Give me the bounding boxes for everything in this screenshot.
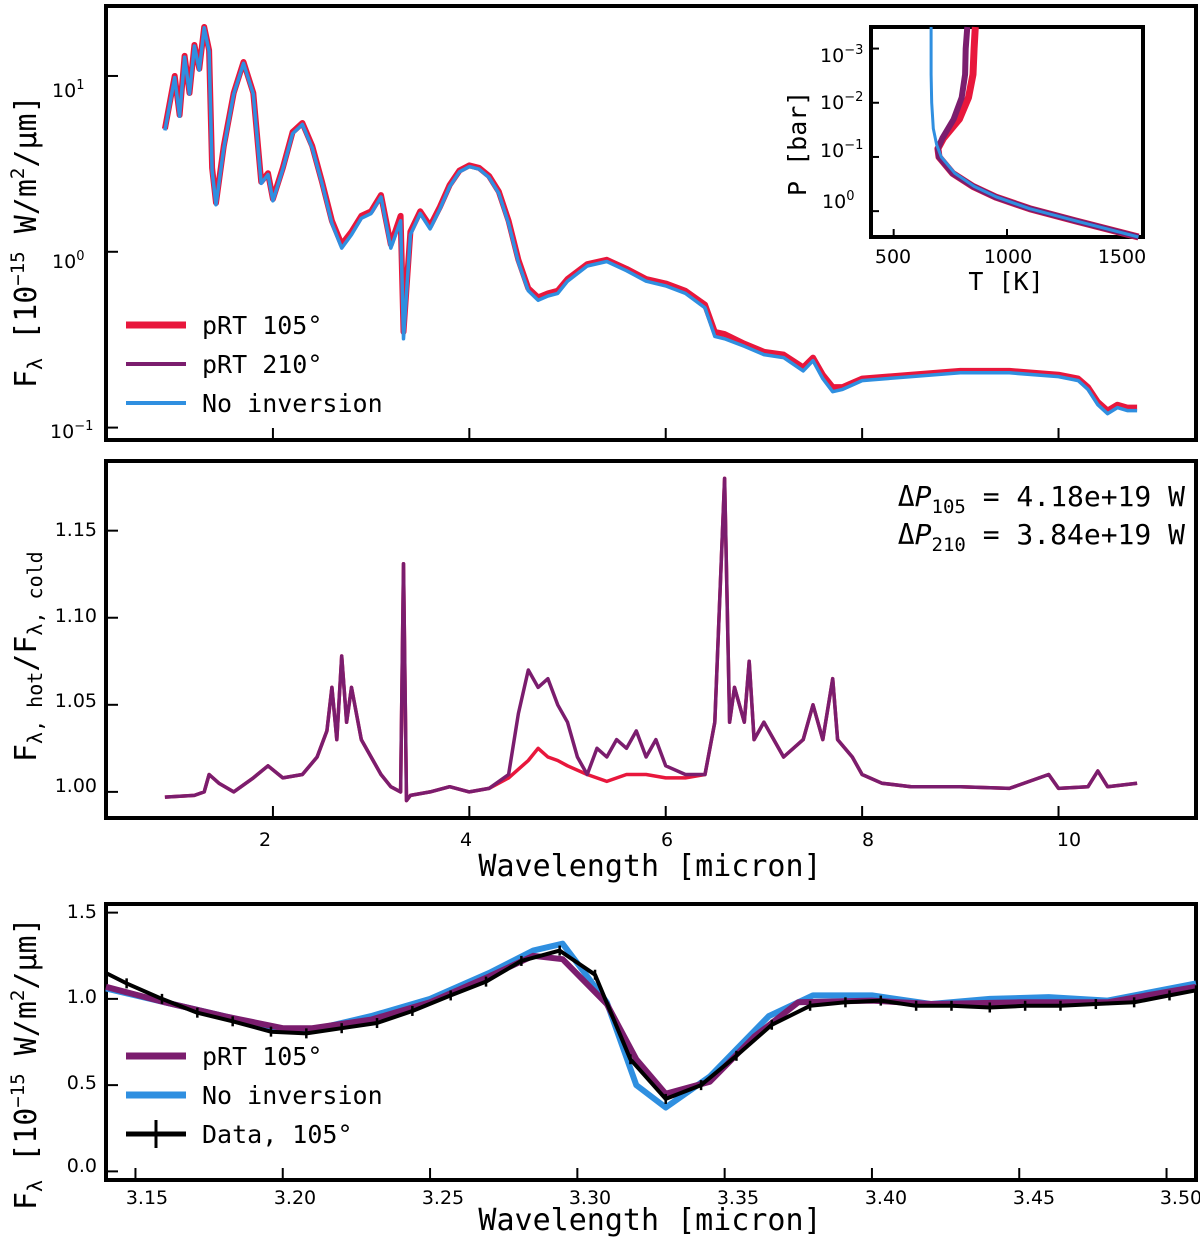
inset-frame	[869, 25, 1145, 239]
ratio-ytick-label: 1.10	[55, 605, 97, 627]
pt-inset: 10−3 10−2 10−1 100 500 1000 1500 T [K] P…	[783, 25, 1146, 296]
ratio-ytick-label: 1.05	[55, 690, 97, 712]
zoom-prt-105-line	[105, 952, 1197, 1097]
spectrum-legend: pRT 105° pRT 210° No inversion	[126, 311, 383, 418]
series-no-inversion-line	[163, 26, 1138, 416]
legend-label: pRT 105°	[202, 311, 322, 340]
inset-xtick-label: 1500	[1098, 246, 1146, 268]
zoom-ytick-label: 0.5	[67, 1072, 97, 1094]
delta-p-105-annotation: ΔP105 = 4.18e+19 W	[898, 480, 1185, 518]
ratio-ticks	[106, 529, 1060, 818]
zoom-xlabel: Wavelength [micron]	[478, 1203, 821, 1238]
ratio-xtick-label: 2	[259, 829, 271, 851]
zoom-xtick-label: 3.40	[865, 1187, 907, 1209]
zoom-frame	[104, 902, 1198, 1182]
legend-label: Data, 105°	[202, 1120, 353, 1149]
inset-xlabel: T [K]	[968, 267, 1043, 296]
ratio-xtick-label: 8	[862, 829, 874, 851]
zoom-legend: pRT 105° No inversion Data, 105°	[126, 1042, 383, 1149]
zoom-xtick-label: 3.20	[274, 1187, 316, 1209]
zoom-ticks	[106, 911, 1168, 1180]
zoom-xtick-label: 3.45	[1013, 1187, 1055, 1209]
zoom-xtick-label: 3.30	[569, 1187, 611, 1209]
inset-ytick-label: 10−3	[820, 43, 863, 67]
zoom-xtick-label: 3.50	[1160, 1187, 1200, 1209]
spectrum-ytick-label: 101	[52, 78, 84, 102]
inset-xtick-label: 1000	[984, 246, 1032, 268]
zoom-xtick-label: 3.15	[126, 1187, 168, 1209]
zoom-ylabel: Fλ [10−15 W/m2/μm]	[7, 917, 47, 1210]
inset-ytick-label: 10−1	[820, 138, 863, 162]
panel-spectrum: 10−1 100 101 Fλ [10−15 W/m2/μm] pRT 105°…	[7, 4, 1198, 443]
ratio-xtick-label: 10	[1057, 829, 1081, 851]
spectrum-frame	[104, 4, 1198, 442]
panel-zoom: 0.0 0.5 1.0 1.5 3.15 3.20 3.25 3.30 3.35…	[7, 901, 1200, 1238]
ratio-xtick-label: 6	[661, 829, 673, 851]
legend-label: pRT 105°	[202, 1042, 322, 1071]
inset-lines	[929, 26, 1140, 241]
legend-label: No inversion	[202, 1081, 383, 1110]
spectrum-ytick-label: 100	[52, 249, 84, 273]
ratio-lines	[164, 476, 1138, 803]
spectrum-ylabel: Fλ [10−15 W/m2/μm]	[7, 95, 47, 388]
legend-label: No inversion	[202, 389, 383, 418]
inset-ytick-label: 100	[822, 189, 854, 213]
delta-p-210-annotation: ΔP210 = 3.84e+19 W	[898, 518, 1185, 556]
spectrum-ytick-label: 10−1	[50, 419, 93, 443]
ratio-ytick-label: 1.00	[55, 775, 97, 797]
zoom-data-line	[105, 948, 1197, 1101]
panel-ratio: 1.00 1.05 1.10 1.15 2 4 6 8 10 Wavelengt…	[9, 459, 1198, 884]
inset-ylabel: P [bar]	[783, 91, 812, 196]
zoom-lines	[104, 940, 1198, 1111]
inset-ytick-label: 10−2	[820, 90, 863, 114]
spectrum-lines	[161, 24, 1138, 416]
inset-xtick-label: 500	[875, 246, 911, 268]
zoom-xtick-label: 3.35	[717, 1187, 759, 1209]
zoom-ytick-label: 0.0	[67, 1155, 97, 1177]
zoom-ytick-label: 1.5	[67, 901, 97, 923]
spectrum-ticks	[106, 74, 1060, 440]
ratio-prt-210-line	[164, 476, 1138, 803]
zoom-ytick-label: 1.0	[67, 986, 97, 1008]
ratio-ylabel: Fλ, hot/Fλ, cold	[9, 551, 47, 762]
ratio-xtick-label: 4	[460, 829, 472, 851]
inset-no-inversion-line	[929, 27, 1139, 239]
zoom-xtick-label: 3.25	[422, 1187, 464, 1209]
ratio-xlabel: Wavelength [micron]	[478, 849, 821, 884]
ratio-ytick-label: 1.15	[55, 519, 97, 541]
legend-label: pRT 210°	[202, 350, 322, 379]
ratio-frame	[104, 459, 1198, 820]
